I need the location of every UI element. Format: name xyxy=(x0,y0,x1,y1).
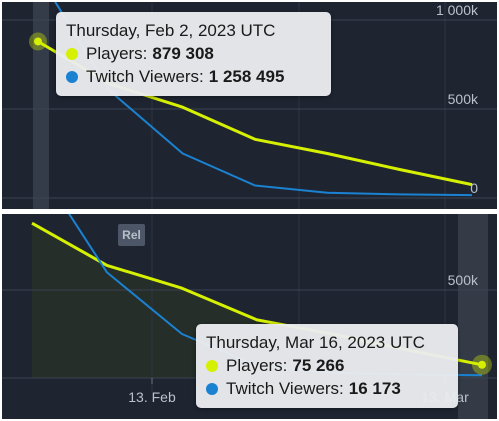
panel-divider xyxy=(0,209,499,214)
tooltip-label: Twitch Viewers: xyxy=(226,379,344,398)
y-tick-label: 500k xyxy=(448,272,479,288)
tooltip-row-twitch: Twitch Viewers: 1 258 495 xyxy=(66,67,331,87)
y-tick-label: 0 xyxy=(470,180,478,196)
tooltip-label: Players: xyxy=(86,44,148,63)
tooltip-value: 1 258 495 xyxy=(208,67,285,86)
twitch-dot-icon xyxy=(66,71,78,83)
top-chart-svg: 1 000k 500k 0 xyxy=(2,2,497,209)
tooltip-label: Twitch Viewers: xyxy=(86,67,204,86)
tooltip-value: 879 308 xyxy=(152,44,214,63)
y-tick-label: 500k xyxy=(448,91,479,107)
tooltip-row-twitch: Twitch Viewers: 16 173 xyxy=(206,379,458,399)
tooltip-date: Thursday, Mar 16, 2023 UTC xyxy=(206,333,425,352)
tooltip-top: Thursday, Feb 2, 2023 UTC Players: 879 3… xyxy=(56,12,331,96)
release-marker-badge[interactable]: Rel xyxy=(118,224,145,246)
tooltip-row-players: Players: 879 308 xyxy=(66,44,331,64)
hover-point xyxy=(478,360,486,369)
tooltip-bottom: Thursday, Mar 16, 2023 UTC Players: 75 2… xyxy=(196,324,458,408)
hover-band xyxy=(33,2,49,209)
players-dot-icon xyxy=(206,360,218,372)
tooltip-date: Thursday, Feb 2, 2023 UTC xyxy=(66,21,276,40)
twitch-dot-icon xyxy=(206,383,218,395)
tooltip-value: 16 173 xyxy=(348,379,401,398)
players-dot-icon xyxy=(66,48,78,60)
players-area xyxy=(32,223,482,378)
hover-band xyxy=(458,214,488,419)
tooltip-label: Players: xyxy=(226,356,288,375)
hover-point xyxy=(34,37,42,46)
tooltip-row-players: Players: 75 266 xyxy=(206,356,458,376)
y-tick-label: 1 000k xyxy=(436,2,479,18)
x-tick-label: 13. Feb xyxy=(128,389,176,405)
tooltip-value: 75 266 xyxy=(292,356,345,375)
